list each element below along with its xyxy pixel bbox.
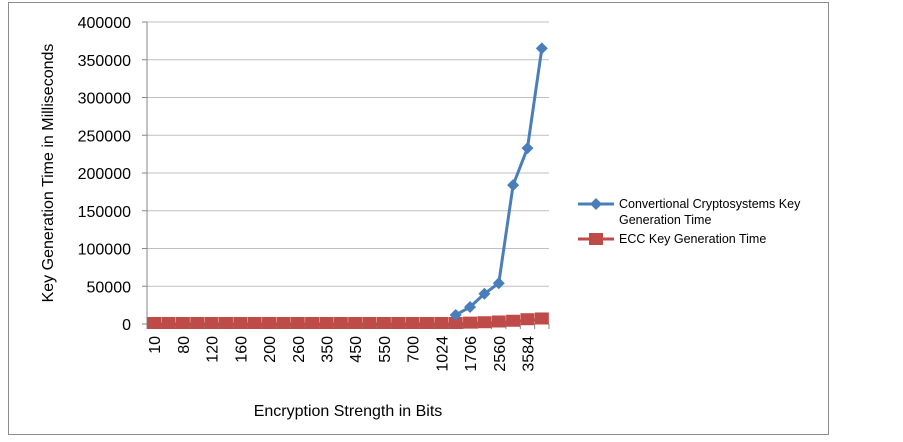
legend: Convertional Cryptosystems Key Generation… — [578, 197, 801, 246]
x-tick-label: 10 — [147, 336, 164, 354]
y-tick-label: 50000 — [87, 279, 132, 296]
data-point — [506, 314, 521, 327]
x-tick-label: 260 — [291, 336, 308, 363]
x-tick-label: 120 — [205, 336, 222, 363]
series-line — [154, 317, 542, 326]
x-tick-label: 450 — [348, 336, 365, 363]
y-tick-label: 300000 — [78, 91, 131, 108]
data-point — [464, 301, 477, 314]
data-point — [204, 317, 219, 329]
y-tick-label: 100000 — [78, 242, 131, 259]
x-tick-label: 700 — [406, 336, 423, 363]
y-tick-label: 400000 — [78, 15, 131, 32]
y-axis-label: Key Generation Time in Milliseconds — [40, 44, 57, 303]
data-point — [507, 179, 520, 192]
data-point — [333, 317, 348, 329]
legend-item: ECC Key Generation Time — [578, 232, 766, 246]
data-point — [305, 317, 320, 329]
data-point — [161, 317, 176, 329]
data-point — [175, 317, 190, 329]
chart-frame — [8, 2, 829, 435]
data-point — [477, 316, 492, 329]
x-tick-label: 1706 — [463, 336, 480, 372]
x-tick-label: 160 — [233, 336, 250, 363]
x-axis-label: Encryption Strength in Bits — [254, 403, 443, 420]
data-point — [348, 317, 363, 329]
data-point — [520, 313, 535, 326]
data-point — [463, 316, 478, 329]
data-point — [290, 317, 305, 329]
data-point — [405, 317, 420, 329]
data-point — [419, 317, 434, 329]
data-point — [276, 317, 291, 329]
y-tick-label: 350000 — [78, 53, 131, 70]
data-point — [448, 317, 463, 329]
data-point — [376, 317, 391, 329]
data-point — [147, 317, 162, 329]
data-point — [478, 287, 491, 300]
data-point — [449, 308, 462, 321]
data-point — [535, 42, 548, 55]
y-tick-label: 200000 — [78, 166, 131, 183]
data-point — [233, 317, 248, 329]
data-point — [362, 317, 377, 329]
legend-marker — [590, 198, 602, 210]
data-point — [247, 317, 262, 329]
y-tick-label: 0 — [122, 317, 131, 334]
data-point — [319, 317, 334, 329]
x-tick-label: 350 — [319, 336, 336, 363]
y-tick-label: 150000 — [78, 204, 131, 221]
data-point — [190, 317, 205, 329]
x-tick-label: 2560 — [492, 336, 509, 372]
series-ecc — [147, 312, 549, 329]
x-tick-label: 3584 — [520, 336, 537, 372]
legend-label: Convertional Cryptosystems Key Generation… — [619, 197, 801, 227]
x-tick-label: 80 — [176, 336, 193, 354]
data-point — [521, 142, 534, 155]
y-tick-label: 250000 — [78, 128, 131, 145]
x-tick-label: 550 — [377, 336, 394, 363]
data-point — [218, 317, 233, 329]
data-point — [492, 277, 505, 290]
data-point — [534, 312, 549, 325]
series-conventional — [449, 42, 548, 321]
data-point — [262, 317, 277, 329]
legend-marker — [589, 233, 603, 245]
data-point — [391, 317, 406, 329]
x-tick-label: 1024 — [434, 336, 451, 372]
x-tick-label: 200 — [262, 336, 279, 363]
data-point — [434, 317, 449, 329]
series-line — [454, 48, 544, 317]
data-point — [491, 315, 506, 328]
legend-label: ECC Key Generation Time — [619, 232, 766, 246]
legend-item: Convertional Cryptosystems Key Generation… — [578, 197, 801, 227]
